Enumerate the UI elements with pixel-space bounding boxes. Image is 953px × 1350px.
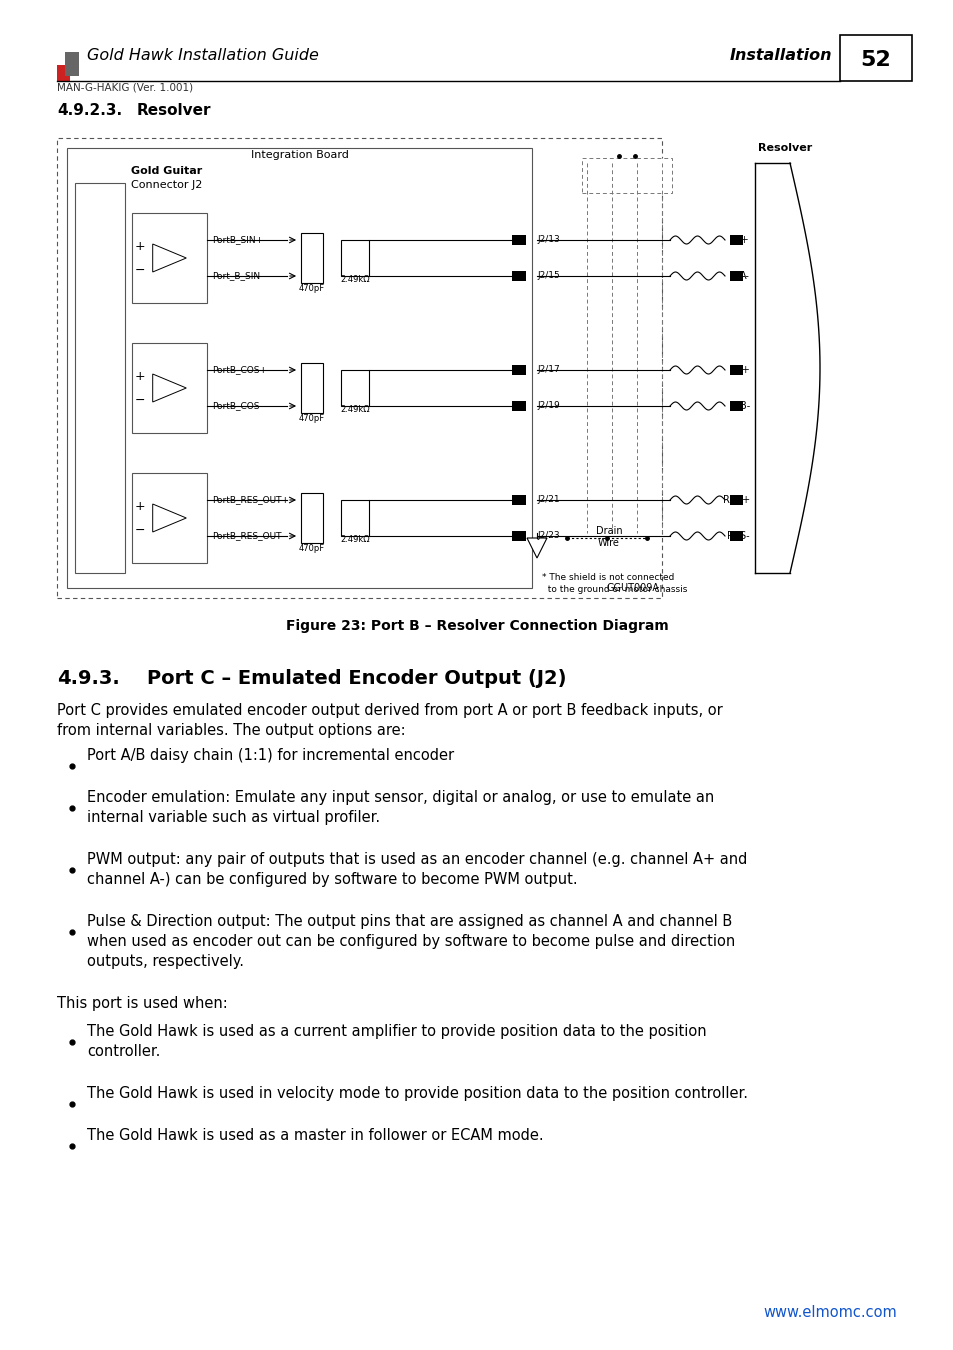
Polygon shape [152, 244, 186, 271]
Text: +: + [135, 239, 146, 252]
Bar [512, 271, 525, 281]
Text: channel A-) can be configured by software to become PWM output.: channel A-) can be configured by softwar… [87, 872, 577, 887]
Text: −: − [135, 263, 146, 277]
Text: 2.49kΩ: 2.49kΩ [340, 275, 370, 284]
Polygon shape [152, 374, 186, 402]
Text: 470pF: 470pF [298, 414, 325, 423]
Bar [512, 235, 525, 244]
Text: Port_B_SIN-: Port_B_SIN- [212, 271, 263, 281]
Bar [729, 495, 742, 505]
Text: The Gold Hawk is used in velocity mode to provide position data to the position : The Gold Hawk is used in velocity mode t… [87, 1085, 747, 1102]
Text: The Gold Hawk is used as a current amplifier to provide position data to the pos: The Gold Hawk is used as a current ampli… [87, 1025, 706, 1040]
Text: Port C – Emulated Encoder Output (J2): Port C – Emulated Encoder Output (J2) [147, 670, 566, 688]
Text: RES-: RES- [726, 531, 749, 541]
Text: PortB_COS-: PortB_COS- [212, 401, 262, 410]
Bar [75, 184, 125, 572]
Text: controller.: controller. [87, 1044, 160, 1058]
Text: PWM output: any pair of outputs that is used as an encoder channel (e.g. channel: PWM output: any pair of outputs that is … [87, 852, 746, 867]
Text: Integration Board: Integration Board [251, 150, 348, 161]
Polygon shape [152, 504, 186, 532]
Bar [301, 363, 323, 413]
Text: Gold Guitar: Gold Guitar [132, 166, 202, 176]
Text: * The shield is not connected
  to the ground or motor chassis: * The shield is not connected to the gro… [541, 572, 687, 594]
Text: 2.49kΩ: 2.49kΩ [340, 535, 370, 544]
Text: A+: A+ [735, 235, 749, 244]
Bar [132, 472, 207, 563]
Text: Installation: Installation [729, 49, 832, 63]
Text: Port C provides emulated encoder output derived from port A or port B feedback i: Port C provides emulated encoder output … [57, 703, 722, 718]
Bar [729, 235, 742, 244]
Text: MAN-G-HAKIG (Ver. 1.001): MAN-G-HAKIG (Ver. 1.001) [57, 82, 193, 92]
Text: Pulse & Direction output: The output pins that are assigned as channel A and cha: Pulse & Direction output: The output pin… [87, 914, 732, 929]
Bar [729, 364, 742, 375]
Bar [340, 370, 369, 406]
Text: This port is used when:: This port is used when: [57, 996, 228, 1011]
Text: RES+: RES+ [722, 495, 749, 505]
Bar [729, 401, 742, 410]
Text: J2/15: J2/15 [537, 271, 559, 281]
Text: PortB_RES_OUT-: PortB_RES_OUT- [212, 532, 284, 540]
Text: PortB_COS+: PortB_COS+ [212, 366, 267, 374]
Text: PortB_SIN+: PortB_SIN+ [212, 235, 263, 244]
Text: Encoder emulation: Emulate any input sensor, digital or analog, or use to emulat: Encoder emulation: Emulate any input sen… [87, 790, 714, 805]
Bar [512, 531, 525, 541]
Text: Figure 23: Port B – Resolver Connection Diagram: Figure 23: Port B – Resolver Connection … [285, 620, 668, 633]
Bar [512, 364, 525, 375]
Text: −: − [135, 524, 146, 536]
Text: 4.9.2.3.: 4.9.2.3. [57, 103, 122, 117]
Text: +: + [135, 370, 146, 382]
Text: B-: B- [739, 401, 749, 410]
Bar [132, 343, 207, 433]
Bar [57, 65, 70, 81]
Text: The Gold Hawk is used as a master in follower or ECAM mode.: The Gold Hawk is used as a master in fol… [87, 1129, 543, 1143]
Text: from internal variables. The output options are:: from internal variables. The output opti… [57, 724, 405, 738]
Text: Port A/B daisy chain (1:1) for incremental encoder: Port A/B daisy chain (1:1) for increment… [87, 748, 454, 763]
Text: outputs, respectively.: outputs, respectively. [87, 954, 244, 969]
Text: J2/17: J2/17 [537, 366, 559, 374]
Text: internal variable such as virtual profiler.: internal variable such as virtual profil… [87, 810, 379, 825]
Bar [512, 495, 525, 505]
Text: 2.49kΩ: 2.49kΩ [340, 405, 370, 414]
Text: Resolver: Resolver [757, 143, 811, 153]
Text: B+: B+ [735, 364, 749, 375]
Text: www.elmomc.com: www.elmomc.com [762, 1305, 896, 1320]
Bar [840, 35, 911, 81]
Text: PortB_RES_OUT+: PortB_RES_OUT+ [212, 495, 289, 505]
Bar [729, 271, 742, 281]
Bar [340, 500, 369, 536]
Text: J2/23: J2/23 [537, 532, 559, 540]
Text: A-: A- [740, 271, 749, 281]
Bar [57, 138, 661, 598]
Text: GGUT009A: GGUT009A [606, 583, 659, 593]
Text: Drain
Wire: Drain Wire [595, 526, 621, 548]
Text: Resolver: Resolver [137, 103, 212, 117]
Text: Connector J2: Connector J2 [132, 180, 202, 190]
Text: J2/19: J2/19 [537, 401, 559, 410]
Text: 52: 52 [860, 50, 890, 70]
Bar [132, 213, 207, 302]
Bar [301, 493, 323, 543]
Text: 470pF: 470pF [298, 544, 325, 554]
Text: +: + [135, 500, 146, 513]
Bar [67, 148, 532, 589]
Text: Gold Hawk Installation Guide: Gold Hawk Installation Guide [87, 49, 318, 63]
Polygon shape [526, 539, 546, 558]
Text: 470pF: 470pF [298, 284, 325, 293]
Text: −: − [135, 393, 146, 406]
Text: J2/21: J2/21 [537, 495, 559, 505]
Text: J2/13: J2/13 [537, 235, 559, 244]
Bar [581, 158, 671, 193]
Text: 4.9.3.: 4.9.3. [57, 670, 120, 688]
Bar [301, 234, 323, 284]
Bar [65, 53, 79, 76]
Bar [340, 240, 369, 275]
Bar [512, 401, 525, 410]
Text: when used as encoder out can be configured by software to become pulse and direc: when used as encoder out can be configur… [87, 934, 735, 949]
Bar [729, 531, 742, 541]
